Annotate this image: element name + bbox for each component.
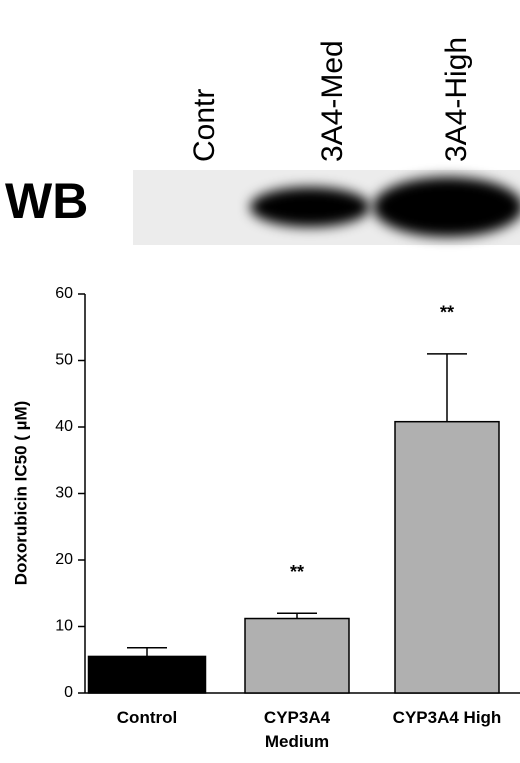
lane-label: 3A4-Med [316,40,349,162]
significance-label: ** [440,303,454,323]
y-tick-label: 20 [55,551,73,568]
lane-label: 3A4-High [440,37,473,162]
bar [244,617,350,694]
x-tick-label: CYP3A4 Medium [263,708,331,751]
y-tick-label: 40 [55,418,73,435]
blot-band [250,187,370,227]
y-axis-label: Doxorubicin IC50 ( µM) [11,401,30,586]
x-tick-label: CYP3A4 High [392,708,502,727]
significance-label: ** [290,562,304,582]
blot-label: WB [5,173,88,229]
western-blot [133,170,520,245]
y-tick-label: 30 [55,485,73,502]
y-tick-label: 60 [55,285,73,302]
lane-label: Contr [188,89,221,162]
bar [394,420,500,694]
blot-band [373,177,520,237]
y-tick-label: 50 [55,352,73,369]
y-tick-label: 0 [64,684,73,701]
x-tick-label: Control [116,708,178,727]
y-tick-label: 10 [55,618,73,635]
bar [87,655,207,694]
